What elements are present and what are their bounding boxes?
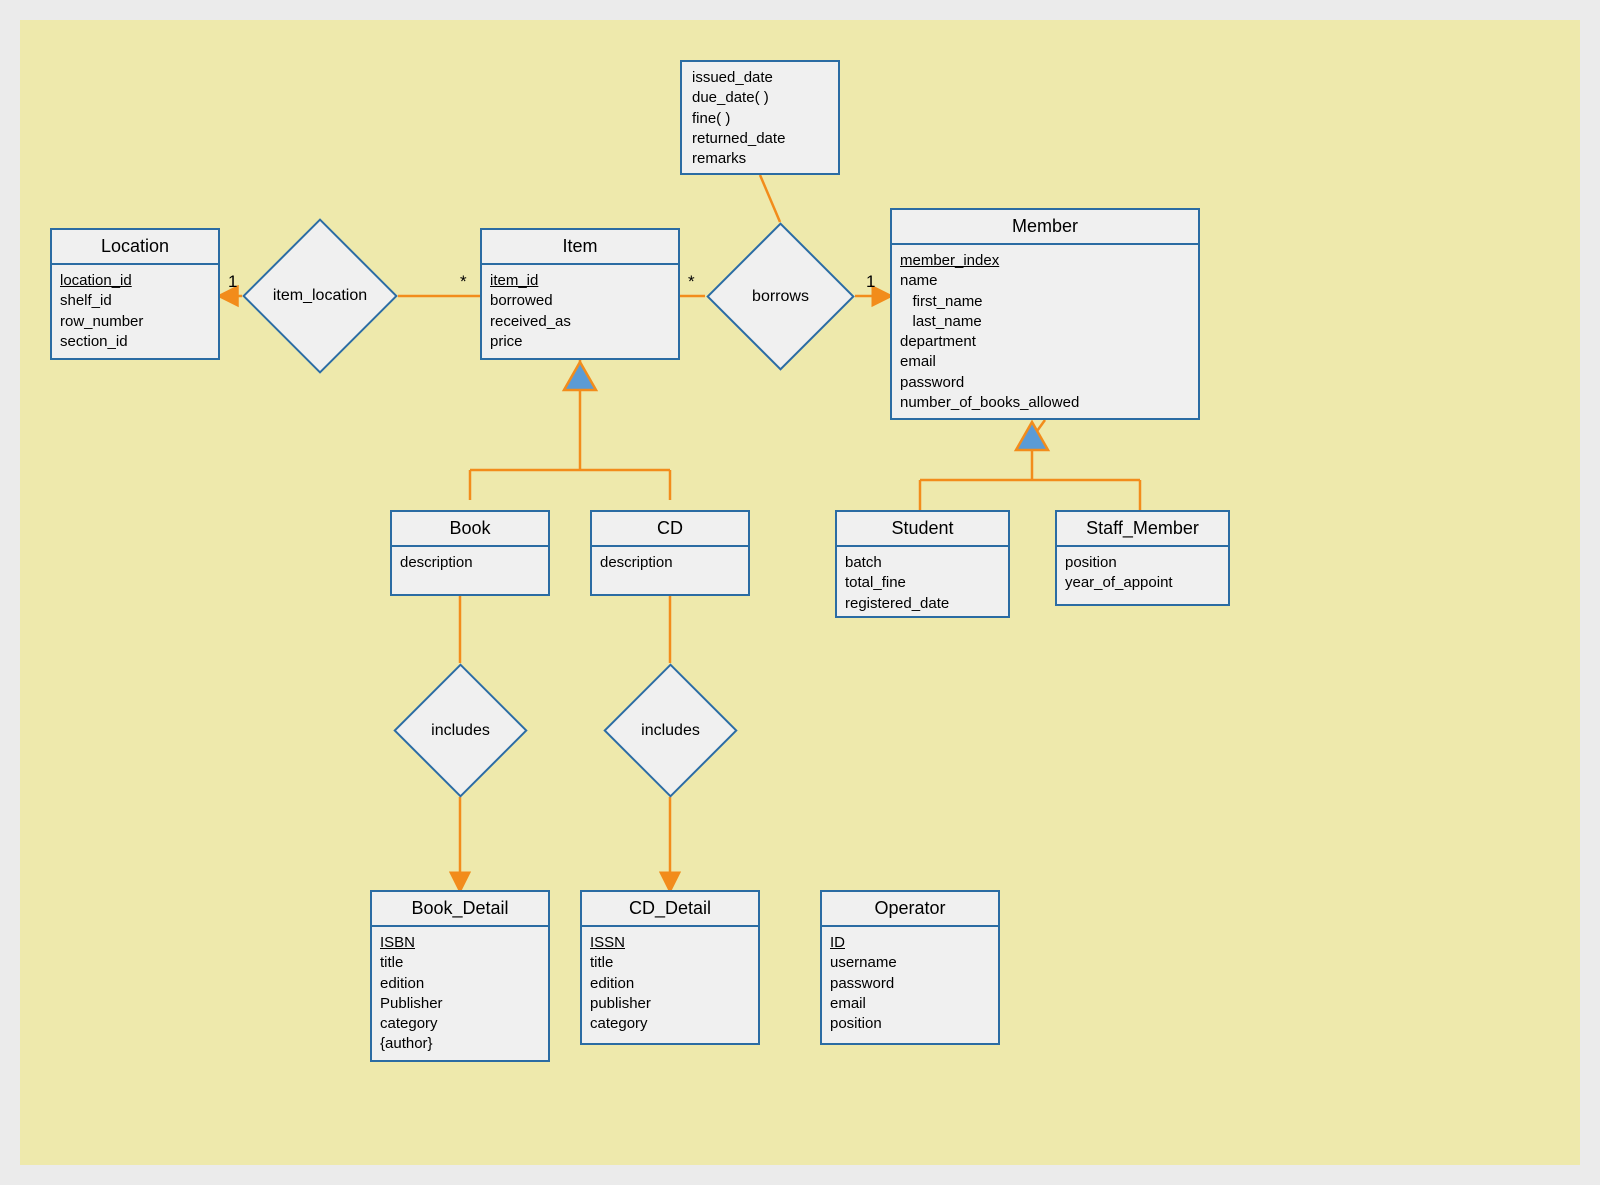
- entity-attrs: item_idborrowedreceived_asprice: [482, 265, 678, 358]
- connector-layer: [20, 20, 1580, 1165]
- relationship-borrows: borrows: [706, 222, 854, 370]
- entity-title: Location: [52, 230, 218, 265]
- relationship-includes_cd: includes: [603, 663, 737, 797]
- entity-title: Student: [837, 512, 1008, 547]
- entity-student: Studentbatchtotal_fineregistered_date: [835, 510, 1010, 618]
- entity-cd_detail: CD_DetailISSNtitleeditionpublishercatego…: [580, 890, 760, 1045]
- entity-attrs: ISBNtitleeditionPublishercategory{author…: [372, 927, 548, 1061]
- relationship-label: includes: [431, 721, 490, 739]
- entity-attrs: ISSNtitleeditionpublishercategory: [582, 927, 758, 1040]
- relationship-label: includes: [641, 721, 700, 739]
- cardinality-item_star_left: *: [460, 272, 467, 292]
- entity-attrs: description: [392, 547, 548, 579]
- relationship-label: item_location: [273, 287, 367, 305]
- entity-title: Staff_Member: [1057, 512, 1228, 547]
- entity-attrs: batchtotal_fineregistered_date: [837, 547, 1008, 620]
- entity-book: Bookdescription: [390, 510, 550, 596]
- entity-attrs: description: [592, 547, 748, 579]
- entity-title: Operator: [822, 892, 998, 927]
- entity-location: Locationlocation_idshelf_idrow_numbersec…: [50, 228, 220, 360]
- relationship-includes_book: includes: [393, 663, 527, 797]
- entity-title: Member: [892, 210, 1198, 245]
- er-diagram-canvas: Locationlocation_idshelf_idrow_numbersec…: [20, 20, 1580, 1165]
- entity-attrs: member_indexname first_name last_namedep…: [892, 245, 1198, 419]
- entity-cd: CDdescription: [590, 510, 750, 596]
- entity-title: Book: [392, 512, 548, 547]
- entity-member: Membermember_indexname first_name last_n…: [890, 208, 1200, 420]
- entity-title: Item: [482, 230, 678, 265]
- entity-item: Itemitem_idborrowedreceived_asprice: [480, 228, 680, 360]
- entity-operator: OperatorIDusernamepasswordemailposition: [820, 890, 1000, 1045]
- entity-book_detail: Book_DetailISBNtitleeditionPublishercate…: [370, 890, 550, 1062]
- entity-staff: Staff_Memberpositionyear_of_appoint: [1055, 510, 1230, 606]
- relationship-item_location: item_location: [242, 218, 398, 374]
- attrbox-borrows_attrs: issued_date due_date( ) fine( ) returned…: [680, 60, 840, 175]
- entity-title: CD: [592, 512, 748, 547]
- cardinality-item_star_right: *: [688, 272, 695, 292]
- entity-attrs: location_idshelf_idrow_numbersection_id: [52, 265, 218, 358]
- cardinality-loc_1: 1: [228, 272, 237, 292]
- entity-attrs: positionyear_of_appoint: [1057, 547, 1228, 600]
- entity-title: CD_Detail: [582, 892, 758, 927]
- entity-attrs: IDusernamepasswordemailposition: [822, 927, 998, 1040]
- cardinality-mem_1: 1: [866, 272, 875, 292]
- relationship-label: borrows: [752, 287, 809, 305]
- entity-title: Book_Detail: [372, 892, 548, 927]
